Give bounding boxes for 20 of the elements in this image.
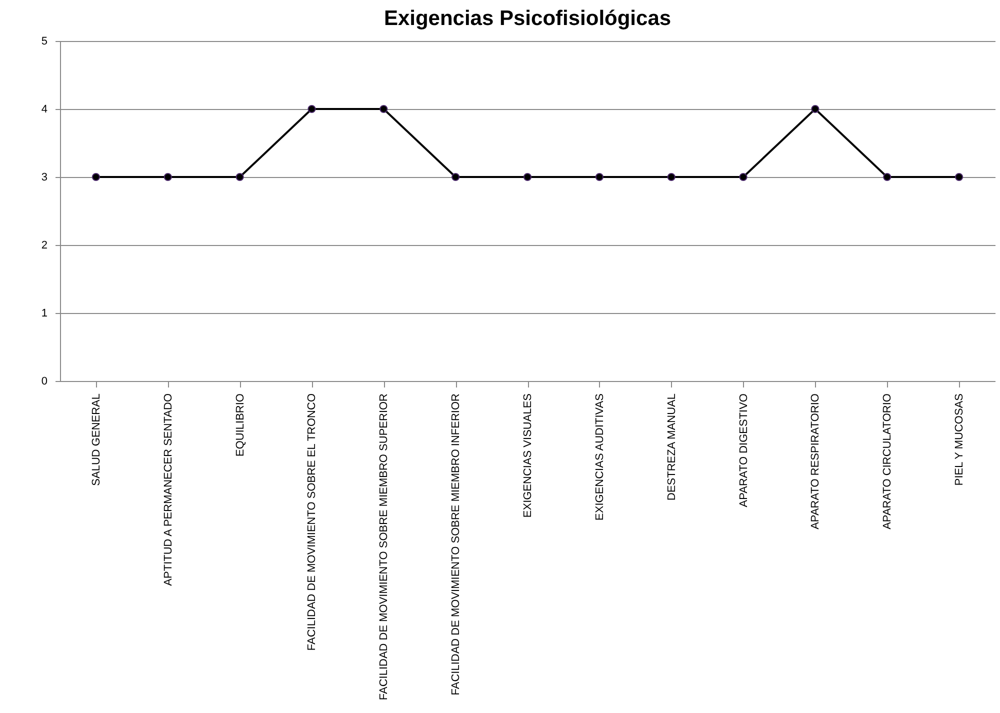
y-tick-label: 3	[41, 172, 48, 184]
x-tick-label: FACILIDAD DE MOVIMIENTO SOBRE MIEMBRO SUPERIOR	[378, 393, 390, 700]
y-tick-label: 2	[41, 240, 48, 252]
y-tick-label: 5	[41, 36, 48, 48]
x-tick-label: DESTREZA MANUAL	[666, 394, 678, 500]
y-tick-label: 1	[41, 308, 48, 320]
x-tick-label: FACILIDAD DE MOVIMIENTO SOBRE MIEMBRO INFERIOR	[450, 393, 462, 696]
x-tick-label: APTITUD A PERMANECER SENTADO	[162, 393, 174, 586]
x-tick-label: SALUD GENERAL	[90, 394, 102, 486]
x-tick-label: APARATO DIGESTIVO	[738, 393, 750, 508]
y-tick-label: 4	[41, 104, 48, 116]
x-tick-label: EQUILIBRIO	[234, 393, 246, 456]
x-tick-label: APARATO CIRCULATORIO	[882, 393, 894, 530]
x-tick-label: FACILIDAD DE MOVIMIENTO SOBRE EL TRONCO	[306, 393, 318, 651]
x-tick-label: APARATO RESPIRATORIO	[810, 393, 822, 530]
x-tick-label: EXIGENCIAS AUDITIVAS	[594, 394, 606, 520]
x-tick-label: PIEL Y MUCOSAS	[954, 394, 966, 486]
y-tick-label: 0	[41, 376, 48, 388]
chart-title: Exigencias Psicofisiológicas	[384, 7, 672, 30]
x-tick-label: EXIGENCIAS VISUALES	[522, 394, 534, 518]
